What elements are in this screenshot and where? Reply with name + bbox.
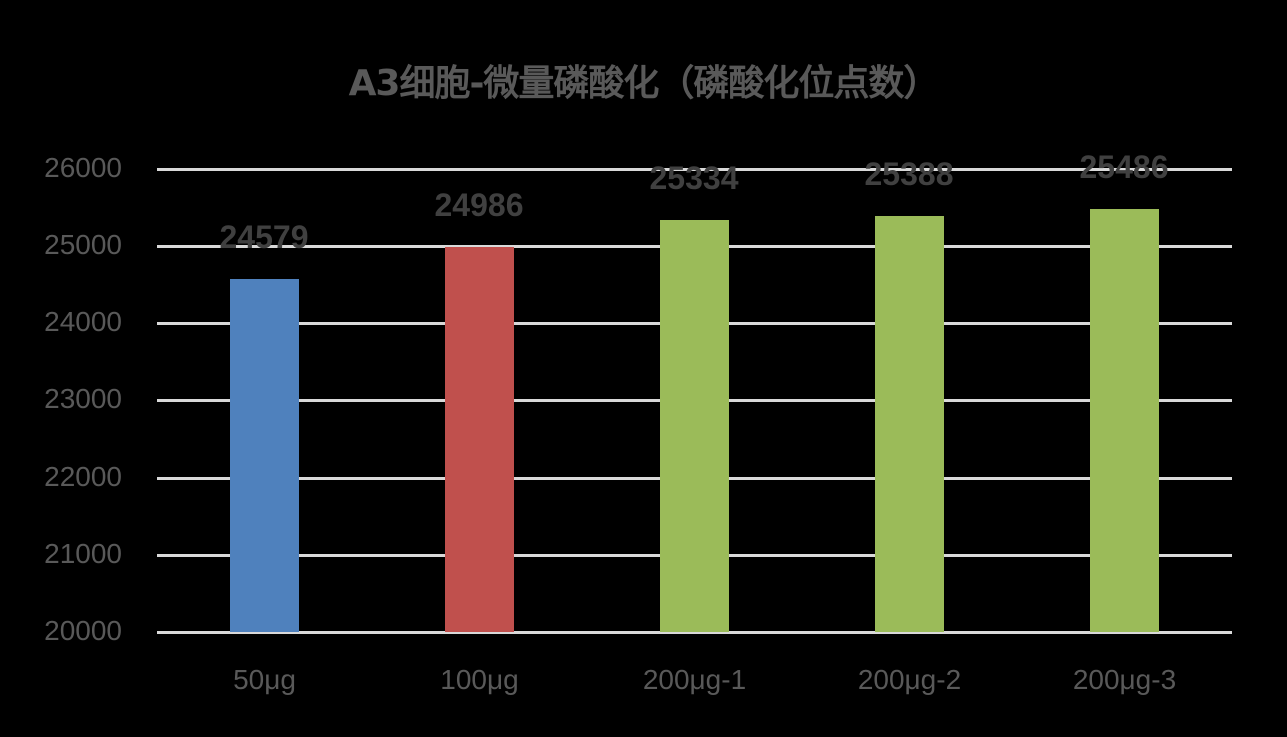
y-tick-label: 21000 xyxy=(44,538,122,569)
y-tick-label: 26000 xyxy=(44,152,122,183)
data-label: 25388 xyxy=(864,156,954,193)
x-tick-label: 200μg-2 xyxy=(857,664,962,695)
data-label: 25334 xyxy=(649,160,739,197)
bar-100μg xyxy=(445,247,514,632)
bar-200μg-2 xyxy=(875,216,944,632)
y-tick-label: 24000 xyxy=(44,306,122,337)
x-tick-label: 200μg-1 xyxy=(642,664,747,695)
bar-200μg-1 xyxy=(660,220,729,632)
chart-title: A3细胞-微量磷酸化（磷酸化位点数） xyxy=(348,63,940,104)
y-tick-label: 20000 xyxy=(44,615,122,646)
x-tick-label: 100μg xyxy=(440,664,519,695)
x-tick-label: 200μg-3 xyxy=(1072,664,1177,695)
y-tick-label: 22000 xyxy=(44,461,122,492)
gridline-20000 xyxy=(157,631,1232,634)
y-tick-label: 25000 xyxy=(44,229,122,260)
bar-50μg xyxy=(230,278,299,632)
x-tick-label: 50μg xyxy=(233,664,296,695)
data-label: 24986 xyxy=(434,187,524,224)
bar-200μg-3 xyxy=(1090,208,1159,632)
data-label: 24579 xyxy=(219,218,309,255)
y-tick-label: 23000 xyxy=(44,383,122,414)
gridline-26000 xyxy=(157,168,1232,171)
data-label: 25486 xyxy=(1079,148,1169,185)
